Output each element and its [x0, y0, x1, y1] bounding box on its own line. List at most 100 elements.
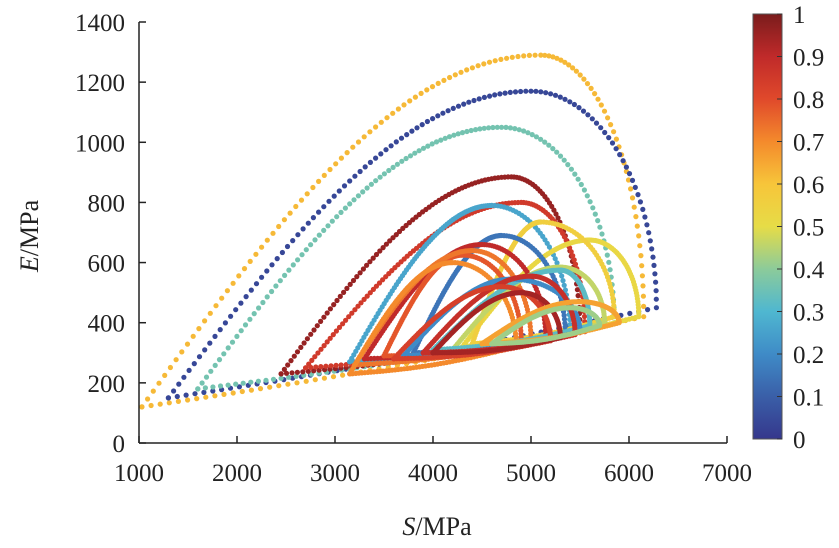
series-4-point: [343, 362, 349, 368]
series-0-point: [521, 53, 527, 59]
series-2-point: [386, 167, 392, 174]
series-2-point: [407, 153, 414, 159]
series-2-point: [355, 193, 361, 199]
series-3-point: [331, 302, 337, 308]
series-4-point: [330, 332, 336, 338]
series-1-point: [383, 147, 389, 153]
series-2-point: [216, 357, 223, 363]
series-0-point: [601, 108, 608, 114]
series-0-point: [281, 217, 287, 223]
series-3-point: [300, 369, 306, 375]
series-0-point: [367, 129, 373, 135]
series-3-point: [555, 215, 561, 221]
series-4-point: [333, 362, 339, 368]
series-1-point: [435, 113, 441, 119]
series-3-point: [294, 369, 300, 375]
series-1-point: [653, 279, 659, 285]
series-1-point: [196, 354, 203, 360]
series-0-point: [458, 69, 464, 75]
series-1-point: [602, 129, 608, 136]
series-0-point: [452, 72, 458, 78]
series-0-point: [321, 172, 327, 178]
series-1-point: [430, 116, 436, 122]
series-1-point: [528, 88, 534, 94]
series-2-point: [595, 218, 601, 224]
series-0-point: [605, 115, 611, 121]
x-tick-label: 4000: [408, 460, 458, 487]
series-5-point: [559, 273, 565, 279]
series-0-point: [294, 380, 300, 386]
series-2-point: [338, 209, 344, 215]
series-4-point: [346, 314, 352, 320]
series-1-point: [492, 92, 498, 98]
series-0-point: [608, 122, 614, 128]
series-3-point: [354, 274, 360, 280]
series-1-point: [398, 135, 405, 141]
series-3-point: [321, 314, 327, 320]
series-0-point: [538, 52, 544, 58]
series-2-point: [199, 380, 205, 386]
series-3-point: [318, 318, 324, 324]
series-4-point: [349, 310, 355, 316]
series-1-point: [637, 199, 644, 205]
series-2-point: [256, 305, 262, 311]
series-2-point: [229, 339, 236, 345]
x-axis-title: S/MPa: [402, 512, 472, 541]
series-2-point: [599, 231, 605, 237]
series-3-point: [314, 323, 320, 329]
series-2-point: [264, 294, 270, 300]
series-2-point: [282, 272, 288, 278]
series-0-point: [634, 223, 640, 229]
series-0-point: [412, 94, 418, 100]
x-axis-ticks: 1000 2000 3000 4000 5000 6000 7000: [114, 436, 752, 487]
series-1-point: [336, 188, 342, 194]
series-3-point: [347, 281, 353, 287]
series-4-point: [318, 346, 324, 352]
series-3-point: [288, 358, 294, 364]
series-1-point: [316, 209, 322, 215]
series-0-point: [492, 58, 498, 64]
series-2-point: [342, 205, 348, 211]
x-tick-label: 2000: [212, 460, 262, 487]
series-2-point: [490, 124, 496, 131]
series-1-point: [171, 388, 177, 394]
series-2-point: [394, 161, 400, 167]
series-1-point: [613, 146, 619, 152]
series-1-point: [629, 177, 636, 183]
series-1-point: [645, 307, 651, 313]
series-2-point: [442, 135, 448, 141]
series-0-point: [148, 402, 154, 409]
series-1-point: [598, 125, 604, 131]
series-8-point: [562, 324, 568, 330]
series-1-point: [217, 327, 223, 333]
series-0-point: [173, 357, 179, 363]
colorbar-tick-label: 0.8: [793, 87, 824, 114]
series-3-point: [341, 289, 347, 295]
series-0-point: [640, 293, 647, 299]
series-1-point: [571, 101, 578, 108]
series-3-point: [575, 293, 581, 299]
series-1-point: [367, 159, 373, 165]
series-0-point: [327, 166, 333, 173]
series-0-point: [156, 380, 162, 386]
series-2-point: [565, 162, 571, 168]
series-0-point: [276, 383, 282, 389]
series-4-point: [313, 364, 319, 370]
series-1-point: [653, 305, 660, 311]
series-2-point: [325, 223, 331, 229]
series-0-point: [150, 388, 156, 394]
series-2-point: [554, 149, 560, 155]
series-0-point: [509, 54, 515, 60]
series-1-point: [357, 168, 363, 175]
series-5-point: [554, 260, 560, 266]
series-1-point: [512, 89, 519, 95]
series-2-point: [329, 218, 335, 224]
series-2-point: [321, 227, 327, 233]
series-0-point: [213, 303, 219, 309]
series-0-point: [350, 144, 356, 150]
y-tick-label: 0: [113, 431, 126, 458]
series-1-point: [626, 171, 633, 177]
series-1-point: [642, 214, 648, 220]
series-2-point: [210, 384, 216, 390]
series-1-point: [617, 152, 623, 158]
